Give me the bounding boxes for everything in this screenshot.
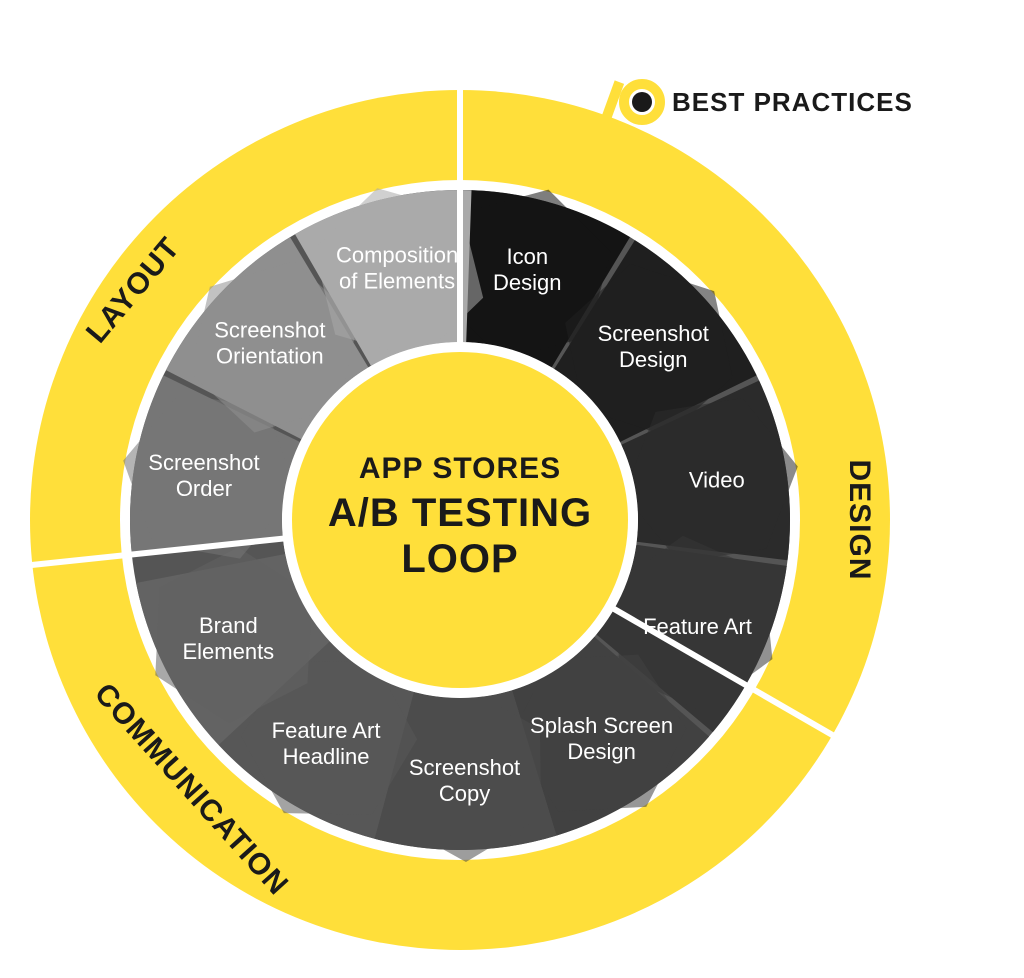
center-line2: A/B TESTING	[328, 491, 592, 535]
segment-label-text: Feature Art	[272, 718, 381, 743]
category-label-design: DESIGN	[843, 459, 876, 580]
segment-label-text: Orientation	[216, 344, 324, 369]
segment-label-text: Screenshot	[409, 755, 520, 780]
segment-label-composition: Compositionof Elements	[336, 243, 458, 294]
segment-label-text: Design	[619, 347, 687, 372]
best-practices-tag: BEST PRACTICES	[624, 84, 913, 120]
center-line3: LOOP	[401, 537, 518, 581]
segment-label-text: Video	[689, 467, 745, 492]
segment-label-text: Splash Screen	[530, 713, 673, 738]
segment-label-text: Elements	[182, 639, 274, 664]
segment-label-text: Feature Art	[643, 614, 752, 639]
segment-label-text: Brand	[199, 613, 258, 638]
segment-label-text: Design	[567, 739, 635, 764]
center-line1: APP STORES	[359, 452, 561, 485]
segment-label-video: Video	[689, 467, 745, 492]
tag-label: BEST PRACTICES	[672, 87, 913, 117]
segment-label-text: Copy	[439, 781, 490, 806]
segment-label-text: Screenshot	[148, 450, 259, 475]
segment-label-text: Order	[176, 476, 232, 501]
segment-label-feature-art: Feature Art	[643, 614, 752, 639]
segment-label-text: Screenshot	[598, 321, 709, 346]
segment-label-text: Icon	[506, 244, 548, 269]
ab-testing-loop-diagram: APP STORESA/B TESTINGLOOPIconDesignScree…	[0, 0, 1024, 978]
segment-label-text: of Elements	[339, 269, 455, 294]
segment-label-text: Design	[493, 270, 561, 295]
segment-label-feature-headline: Feature ArtHeadline	[272, 718, 381, 769]
segment-label-screenshot-orient: ScreenshotOrientation	[214, 318, 325, 369]
tag-dot-icon	[632, 92, 652, 112]
segment-label-text: Composition	[336, 243, 458, 268]
segment-label-text: Headline	[283, 744, 370, 769]
segment-label-text: Screenshot	[214, 318, 325, 343]
tag-connector	[605, 82, 619, 121]
